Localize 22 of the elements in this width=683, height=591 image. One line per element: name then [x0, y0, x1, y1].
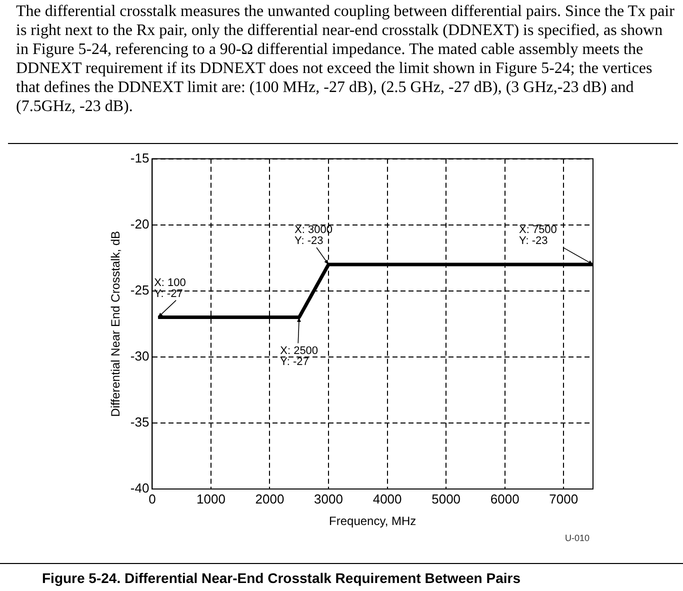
annotation: X: 7500 Y: -23 — [519, 224, 557, 247]
annotation: X: 3000 Y: -23 — [294, 224, 332, 247]
x-tick-label: 4000 — [372, 491, 402, 506]
y-tick-label: -15 — [130, 150, 150, 166]
x-tick-label: 0 — [148, 491, 156, 506]
text: Figure 5-24. Differential Near-End Crosstalk Requirement Between Pairs — [42, 570, 520, 586]
y-tick-label: -20 — [130, 216, 150, 232]
x-tick-label: 3000 — [314, 491, 343, 506]
y-tick-label: -40 — [130, 480, 150, 496]
y-tick-label: -25 — [130, 282, 150, 298]
x-tick-label: 5000 — [432, 491, 461, 506]
chart-subtitle: The differential crosstalk measures the unwanted coupling between differential pairs. Since the Tx pair is right next to the Rx pair, only the differential near-end crosstalk (DDNEXT) is specified, as shown in Figure 5-24, referencing to a 90-Ω differential impedance. The mated cable assembly meets the DDNEXT requirement if its DDNEXT does not exceed the limit shown in Figure 5-24; the vertices that defines the DDNEXT limit are: (100 MHz, -27 dB), (2.5 GHz, -27 dB), (3 GHz,-23 dB) and (7.5GHz, -23 dB). — [16, 2, 676, 116]
x-tick-label: 7000 — [549, 491, 578, 506]
y-tick-label: -30 — [130, 348, 150, 364]
x-tick-label: 2000 — [255, 491, 284, 506]
x-tick-label: 1000 — [196, 491, 226, 506]
y-tick-label: -35 — [130, 414, 150, 430]
text: U-010 — [565, 533, 590, 543]
annotation: X: 2500 Y: -27 — [280, 344, 318, 368]
x-tick-label: 6000 — [490, 491, 520, 506]
y-axis-title: Differential Near End Crosstalk, dB — [108, 230, 123, 417]
x-axis-title: Frequency, MHz — [329, 514, 416, 528]
